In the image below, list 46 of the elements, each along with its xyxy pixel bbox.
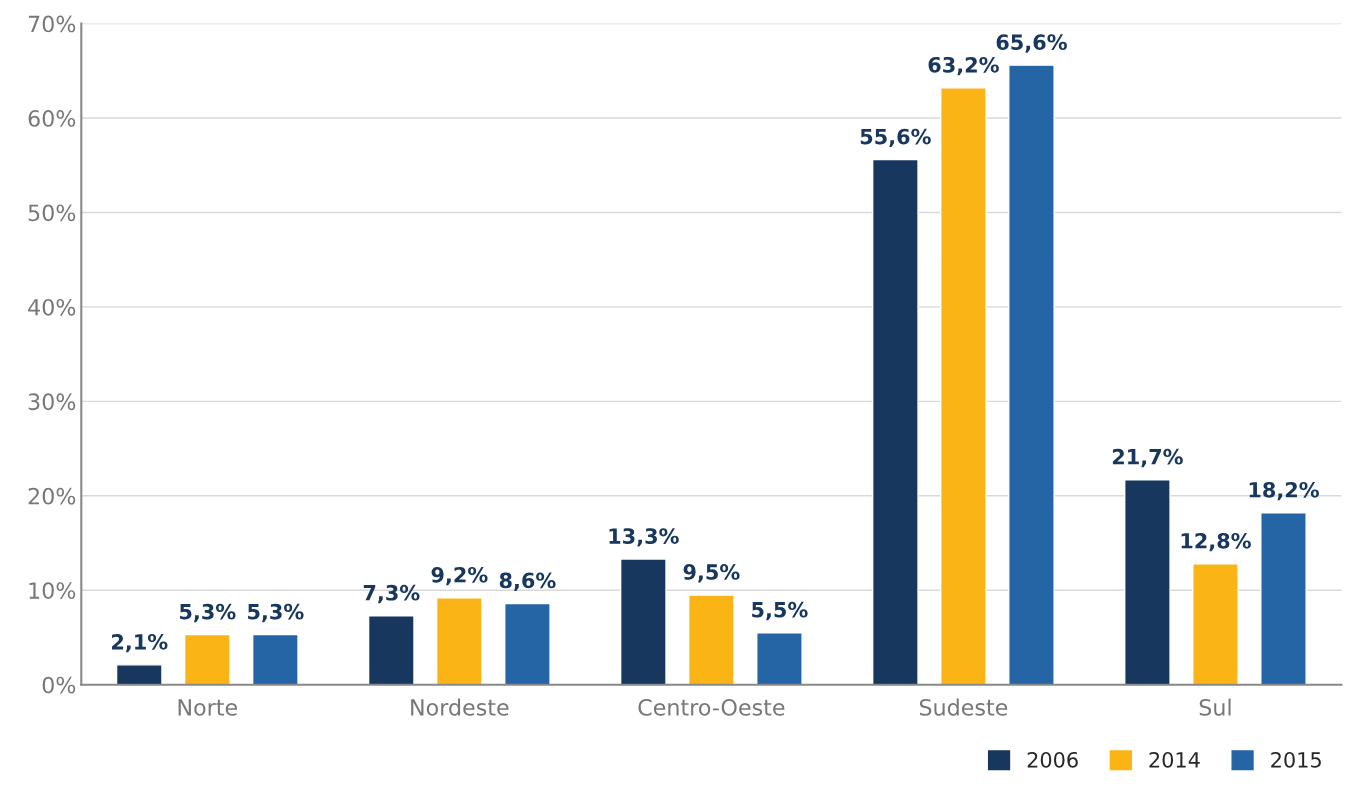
data-label: 5,3% <box>248 603 304 623</box>
legend-label: 2015 <box>1271 751 1321 768</box>
bar <box>504 602 551 685</box>
data-label: 2,1% <box>112 633 168 653</box>
y-tick-label: 50% <box>28 204 76 222</box>
bar <box>435 597 483 685</box>
bar <box>687 594 735 685</box>
data-label: 63,2% <box>928 56 999 76</box>
data-label: 18,2% <box>1249 481 1319 501</box>
bar <box>1124 479 1171 685</box>
data-label: 9,2% <box>431 566 488 586</box>
data-label: 7,3% <box>363 584 420 604</box>
data-label: 5,5% <box>752 601 808 621</box>
data-label: 55,6% <box>860 128 931 148</box>
bar <box>367 615 415 685</box>
x-tick-label: Centro-Oeste <box>638 698 785 716</box>
y-tick-label: 40% <box>28 298 76 316</box>
x-tick-label: Norte <box>178 699 237 716</box>
data-label: 9,5% <box>683 564 740 583</box>
x-tick-label: Sul <box>1199 698 1231 716</box>
bar <box>183 633 231 685</box>
data-label: 5,3% <box>180 603 236 623</box>
bar <box>1260 512 1307 685</box>
bar <box>1192 563 1239 685</box>
x-tick-label: Nordeste <box>411 698 509 716</box>
bar <box>251 633 299 685</box>
bar <box>940 87 987 685</box>
legend-label: 2014 <box>1149 751 1200 768</box>
bar <box>619 558 667 685</box>
y-tick-label: 30% <box>28 393 76 411</box>
legend-label: 2006 <box>1027 751 1078 768</box>
x-tick-label: Sudeste <box>919 698 1008 716</box>
bar <box>115 664 163 685</box>
data-label: 8,6% <box>499 572 556 591</box>
y-tick-label: 10% <box>29 582 76 600</box>
y-tick-label: 60% <box>28 110 76 127</box>
bar <box>871 158 919 685</box>
data-label: 21,7% <box>1112 448 1183 468</box>
y-tick-label: 20% <box>28 487 76 505</box>
y-tick-label: 0% <box>42 676 76 694</box>
y-tick-label: 70% <box>28 15 76 33</box>
bar <box>1008 64 1055 685</box>
data-label: 65,6% <box>996 34 1067 53</box>
bar <box>756 632 803 685</box>
data-label: 13,3% <box>609 528 679 547</box>
data-label: 12,8% <box>1181 532 1251 552</box>
